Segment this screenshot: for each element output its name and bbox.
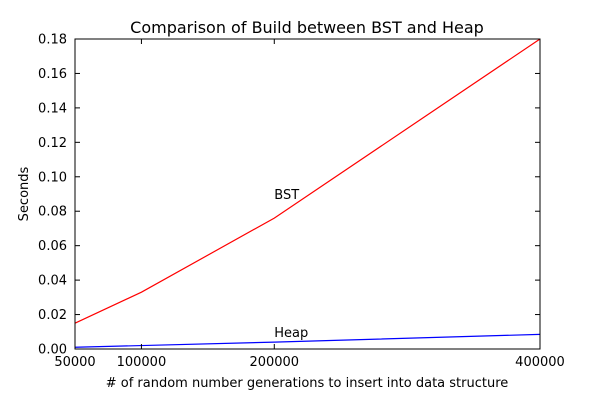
- x-tick-label: 400000: [515, 355, 565, 370]
- annotations: BST Heap: [274, 188, 308, 341]
- series-lines: [74, 38, 541, 348]
- y-tick-label: 0.16: [38, 67, 67, 82]
- y-tick-label: 0.06: [38, 239, 67, 254]
- series-line-heap: [74, 333, 541, 348]
- chart-title: Comparison of Build between BST and Heap: [130, 18, 484, 37]
- plot-frame: [74, 38, 541, 350]
- series-line-bst: [74, 38, 541, 324]
- x-tick-label: 200000: [249, 355, 299, 370]
- x-axis-label: # of random number generations to insert…: [106, 376, 509, 391]
- y-tick-label: 0.04: [38, 274, 67, 289]
- y-tick-label: 0.12: [38, 136, 67, 151]
- x-tick-label: 100000: [117, 355, 167, 370]
- x-tick-label: 50000: [54, 355, 95, 370]
- y-tick-label: 0.14: [38, 101, 67, 116]
- y-axis-label: Seconds: [17, 166, 32, 221]
- y-tick-label: 0.00: [38, 343, 67, 358]
- y-tick-label: 0.02: [38, 308, 67, 323]
- annotation-bst: BST: [274, 188, 299, 203]
- annotation-heap: Heap: [274, 326, 308, 341]
- y-tick-label: 0.08: [38, 205, 67, 220]
- y-tick-label: 0.18: [38, 33, 67, 48]
- axis-ticks: 50000 100000 200000 400000 0.00 0.02 0.04 0.06 0…: [38, 33, 565, 371]
- y-tick-label: 0.10: [38, 170, 67, 185]
